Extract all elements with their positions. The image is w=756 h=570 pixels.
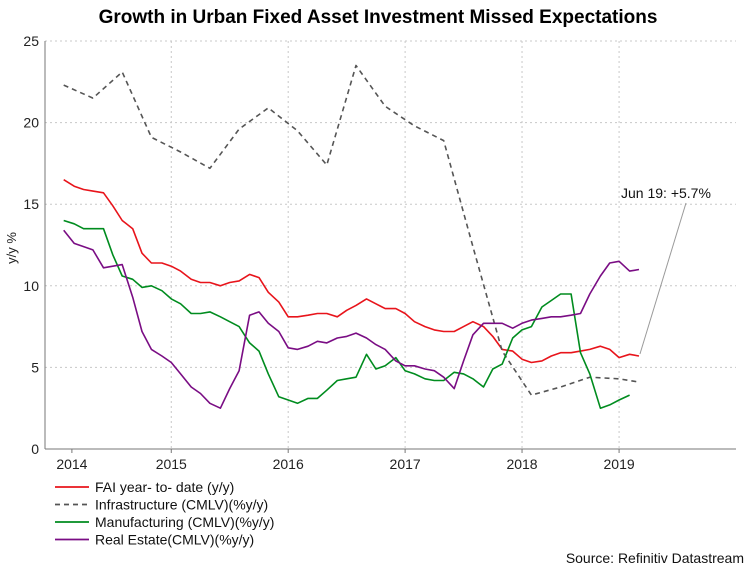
series-lines xyxy=(63,64,640,409)
y-axis-ticks: 0 5 10 15 20 25 xyxy=(23,33,39,457)
y-tick-label: 10 xyxy=(23,278,39,294)
x-tick-label: 2017 xyxy=(390,456,421,472)
x-tick-label: 2019 xyxy=(604,456,635,472)
y-axis-label: y/y % xyxy=(4,232,19,264)
legend-label: Manufacturing (CMLV)(%y/y) xyxy=(95,514,274,530)
gridlines xyxy=(44,40,736,450)
y-tick-label: 15 xyxy=(23,196,39,212)
series-line-3 xyxy=(63,229,640,409)
x-tick-label: 2016 xyxy=(273,456,304,472)
legend-label: FAI year- to- date (y/y) xyxy=(95,479,234,495)
annotation-leader xyxy=(639,202,687,355)
series-line-2 xyxy=(63,219,630,409)
y-tick-label: 20 xyxy=(23,115,39,131)
series-line-0 xyxy=(63,179,640,364)
annotations: Jun 19: +5.7% xyxy=(621,185,711,355)
annotation-label: Jun 19: +5.7% xyxy=(621,185,711,201)
x-tick-label: 2014 xyxy=(56,456,87,472)
legend: FAI year- to- date (y/y) Infrastructure (… xyxy=(55,479,274,548)
x-tick-label: 2015 xyxy=(156,456,187,472)
x-tick-label: 2018 xyxy=(506,456,537,472)
series-line-1 xyxy=(63,64,640,396)
y-tick-label: 5 xyxy=(31,359,39,375)
legend-label: Real Estate(CMLV)(%y/y) xyxy=(95,532,254,548)
y-tick-label: 0 xyxy=(31,441,39,457)
chart-title: Growth in Urban Fixed Asset Investment M… xyxy=(99,7,658,28)
legend-label: Infrastructure (CMLV)(%y/y) xyxy=(95,497,268,513)
x-axis-ticks: 2014 2015 2016 2017 2018 2019 xyxy=(56,449,635,472)
y-tick-label: 25 xyxy=(23,33,39,49)
source-note: Source: Refinitiv Datastream xyxy=(566,550,744,566)
